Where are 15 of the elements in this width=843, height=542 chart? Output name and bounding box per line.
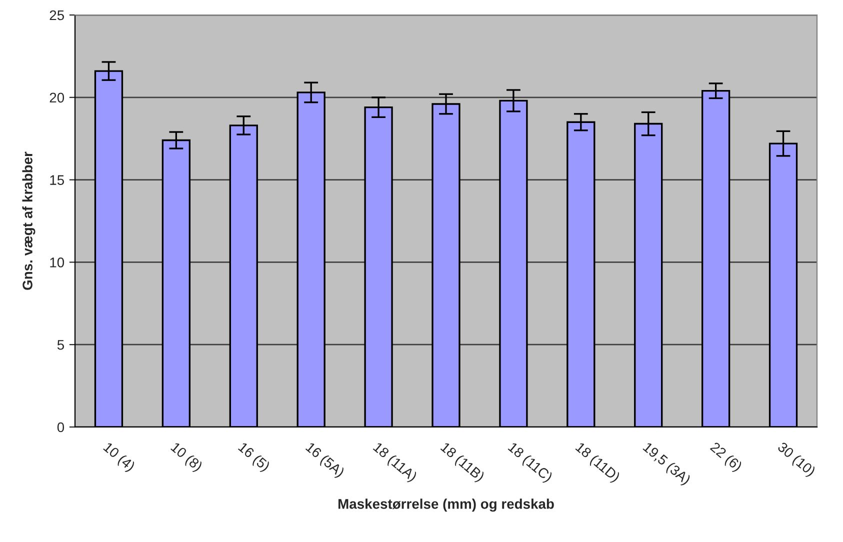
x-tick-label: 19,5 (3A) (640, 442, 692, 487)
x-tick-label: 16 (5) (236, 442, 271, 474)
y-tick-label: 15 (50, 175, 64, 185)
x-tick-label: 10 (8) (168, 442, 204, 474)
y-axis-title: Gns. vægt af krabber (22, 152, 36, 290)
x-tick-label: 16 (5A) (304, 442, 346, 480)
y-tick-label: 25 (50, 10, 64, 20)
y-tick-label: 5 (57, 340, 64, 350)
x-tick-label: 22 (6) (708, 441, 743, 474)
y-tick-label: 10 (50, 258, 64, 268)
x-tick-label: 10 (4) (101, 442, 136, 474)
x-tick-label: 30 (10) (775, 441, 816, 479)
y-tick-label: 0 (57, 422, 64, 432)
x-axis-title: Maskestørrelse (mm) og redskab (338, 498, 554, 512)
y-tick-label: 20 (50, 92, 64, 103)
